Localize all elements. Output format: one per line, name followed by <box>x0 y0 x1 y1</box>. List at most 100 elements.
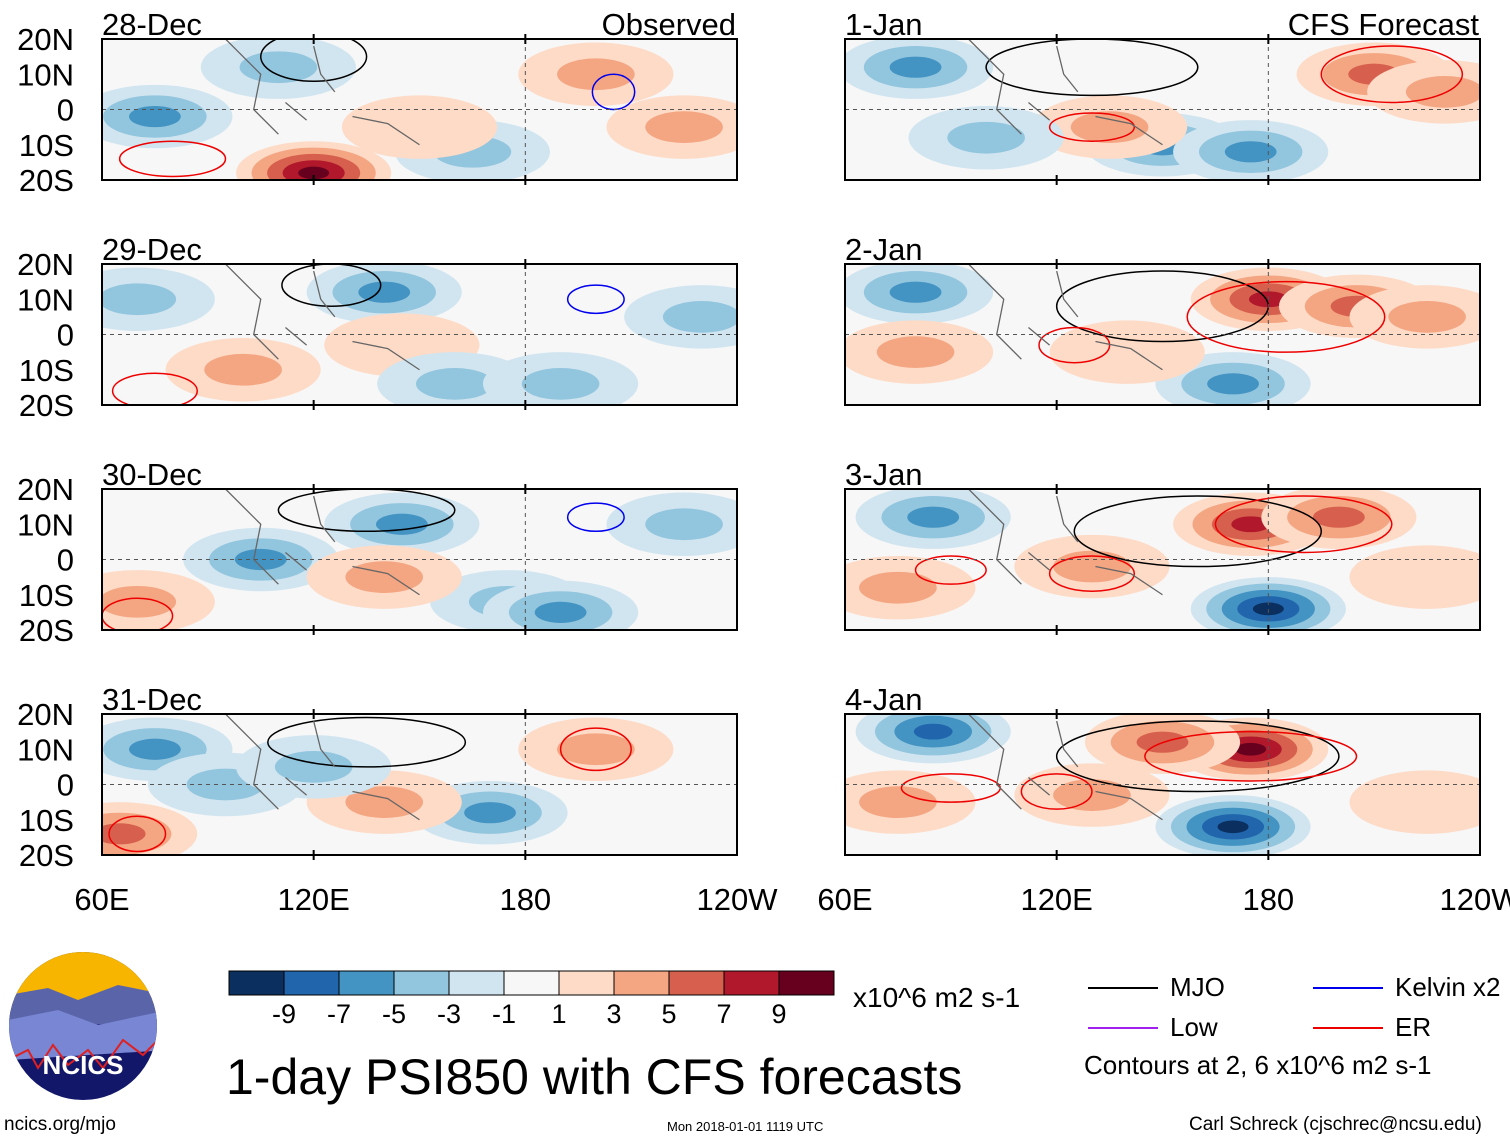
anomaly-region <box>557 58 635 91</box>
anomaly-region <box>375 513 428 535</box>
logo-text: NCICS <box>43 1050 124 1080</box>
lat-tick: 0 <box>57 93 74 128</box>
wave-contour <box>260 39 368 83</box>
timestamp: Mon 2018-01-01 1119 UTC <box>667 1119 824 1134</box>
anomaly-region <box>345 561 424 593</box>
wave-contour <box>985 39 1199 97</box>
panel-fill <box>102 39 737 180</box>
lat-tick: 10S <box>19 353 74 388</box>
panel-frame <box>844 263 1481 406</box>
colorbar-swatch <box>338 970 395 996</box>
colorbar-tick: 7 <box>716 999 731 1028</box>
colorbar-swatch <box>503 970 560 996</box>
anomaly-region <box>907 506 960 528</box>
anomaly-region <box>1252 602 1284 616</box>
colorbar-tick: -9 <box>272 999 296 1028</box>
panel-frame <box>844 38 1481 181</box>
wave-contour <box>277 489 456 533</box>
anomaly-region <box>645 508 723 541</box>
anomaly-region <box>1349 545 1480 609</box>
panel-1-Jan: 1-Jan CFS Forecast <box>844 7 1481 185</box>
anomaly-region <box>1235 742 1267 756</box>
panel-frame <box>101 713 738 856</box>
legend-label: Low <box>1170 1012 1218 1042</box>
panel-fill <box>845 714 1480 855</box>
anomaly-region <box>415 367 494 400</box>
legend-label: ER <box>1395 1012 1432 1042</box>
lat-tick: 0 <box>57 543 74 578</box>
panel-3-Jan: 3-Jan <box>844 457 1481 635</box>
colorbar-swatch <box>668 970 725 996</box>
colorbar-swatch <box>723 970 780 996</box>
panel-date: 31-Dec <box>102 682 202 717</box>
anomaly-region <box>1231 516 1271 533</box>
lon-tick: 120E <box>1020 882 1092 917</box>
lat-tick: 10N <box>17 57 74 92</box>
panel-2-Jan: 2-Jan <box>844 232 1481 410</box>
lat-tick: 0 <box>57 768 74 803</box>
lat-tick: 10N <box>17 732 74 767</box>
column-title: Observed <box>602 7 736 42</box>
anomaly-region <box>1349 770 1480 834</box>
colorbar-swatch <box>778 970 835 996</box>
anomaly-region <box>464 802 516 824</box>
lat-tick: 10S <box>19 803 74 838</box>
anomaly-region <box>239 51 318 84</box>
colorbar-swatch <box>228 970 285 996</box>
colorbar-swatch <box>283 970 340 996</box>
anomaly-region <box>521 367 600 400</box>
wave-contour <box>108 815 167 853</box>
lon-tick: 60E <box>74 882 129 917</box>
author: Carl Schreck (cjschrec@ncsu.edu) <box>1189 1114 1482 1135</box>
anomaly-region <box>859 786 937 818</box>
lon-tick: 120W <box>1440 882 1510 917</box>
column-title: CFS Forecast <box>1288 7 1480 42</box>
colorbar-swatch <box>613 970 670 996</box>
anomaly-region <box>102 823 146 845</box>
legend-item-mjo: MJO <box>1088 972 1225 1003</box>
lon-tick: 120E <box>277 882 349 917</box>
anomaly-region <box>1224 141 1277 163</box>
anomaly-region <box>129 105 181 128</box>
anomaly-region <box>557 733 635 766</box>
wave-contour <box>1186 280 1386 353</box>
wave-contour <box>914 555 987 585</box>
wave-contour <box>559 727 632 772</box>
wave-contour <box>1038 326 1111 364</box>
panel-4-Jan: 4-Jan 60E 120E 180 120W <box>817 682 1510 917</box>
lon-tick: 180 <box>499 882 551 917</box>
wave-contour <box>267 716 467 768</box>
panel-frame <box>101 38 738 181</box>
lat-tick: 10N <box>17 507 74 542</box>
colorbar: -9 -7 -5 -3 -1 1 3 5 7 9 <box>228 970 835 1028</box>
anomaly-region <box>1049 320 1205 384</box>
coastline <box>225 714 420 821</box>
panel-frame <box>101 488 738 631</box>
anomaly-region <box>889 56 942 78</box>
anomaly-region <box>1388 301 1466 333</box>
anomaly-region <box>102 283 177 316</box>
anomaly-region <box>1405 76 1480 108</box>
site-link[interactable]: ncics.org/mjo <box>4 1114 116 1135</box>
wave-contour <box>111 372 198 405</box>
colorbar-tick: -5 <box>382 999 406 1028</box>
lat-tick: 20N <box>17 472 74 507</box>
colorbar-swatch <box>448 970 505 996</box>
anomaly-region <box>341 95 498 159</box>
colorbar-tick: -1 <box>492 999 516 1028</box>
panel-date: 2-Jan <box>845 232 923 267</box>
colorbar-tick: 5 <box>661 999 676 1028</box>
wave-contour <box>281 264 382 308</box>
anomaly-region <box>102 585 177 618</box>
legend-item-low: Low <box>1088 1012 1218 1043</box>
panel-fill <box>102 714 737 855</box>
units-label: x10^6 m2 s-1 <box>853 982 1021 1013</box>
wave-contour <box>1055 720 1340 793</box>
panel-date: 1-Jan <box>845 7 923 42</box>
anomaly-region <box>645 111 723 143</box>
wave-contour <box>1144 730 1358 782</box>
wave-contour <box>1320 45 1464 104</box>
